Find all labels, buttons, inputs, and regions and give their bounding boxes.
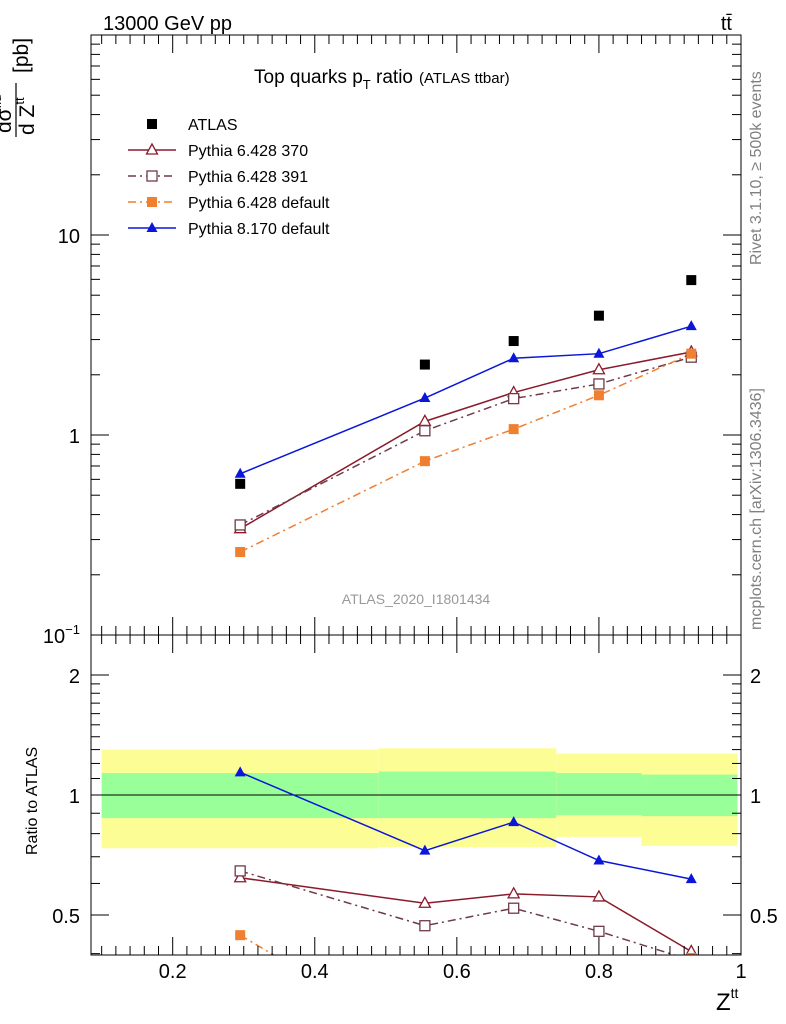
x-tick-label: 1	[735, 961, 746, 983]
bottom-series-markers	[233, 766, 698, 955]
data-point-pythia-8-170-default	[508, 352, 520, 363]
x-tick-label: 0.2	[159, 961, 187, 983]
ratio-y-tick-label-left: 2	[69, 666, 80, 688]
data-point-pythia-6-428-default	[508, 424, 519, 435]
ratio-point-pythia-6-428-391	[234, 865, 246, 877]
legend: ATLAS Pythia 6.428 370 Pythia 6.428 391 Pyt…	[128, 117, 330, 238]
data-point-pythia-6-428-default	[419, 456, 430, 467]
ratio-point-pythia-6-428-default	[686, 953, 697, 955]
ratio-point-pythia-6-428-370	[507, 886, 521, 899]
data-point-pythia-6-428-370	[592, 362, 606, 375]
data-point-pythia-8-170-default	[419, 392, 431, 403]
ratio-y-tick-label-right: 2	[750, 666, 761, 688]
data-point-atlas	[686, 275, 697, 286]
chart-title: Top quarks pT ratio (ATLAS ttbar)	[254, 67, 510, 92]
data-point-atlas	[593, 310, 604, 321]
y-label-unit: [pb]	[10, 38, 33, 73]
data-point-pythia-6-428-391	[234, 519, 246, 531]
ratio-point-pythia-8-170-default	[685, 873, 697, 884]
ratio-point-pythia-8-170-default	[419, 844, 431, 855]
ratio-point-pythia-6-428-391	[419, 920, 431, 932]
ratio-point-pythia-6-428-370	[418, 895, 432, 908]
collision-label: 13000 GeV pp	[103, 13, 232, 35]
x-tick-label: 0.4	[301, 961, 329, 983]
series-line-pythia-8-170-default	[239, 325, 692, 475]
legend-label-pythia-6-428-default: Pythia 6.428 default	[188, 195, 330, 212]
legend-marker-pythia-6-428-370	[145, 142, 159, 155]
y-label-denominator: d Ztt	[12, 97, 39, 135]
legend-marker-pythia-6-428-391	[146, 170, 158, 182]
ratio-point-pythia-6-428-370	[685, 944, 698, 955]
ratio-point-pythia-8-170-default	[508, 816, 520, 827]
top-axis-ticks: 10−1 1 10	[43, 35, 742, 648]
data-point-pythia-6-428-391	[508, 392, 520, 405]
band-green	[101, 773, 379, 819]
ratio-y-label: Ratio to ATLAS	[24, 747, 41, 855]
legend-label-atlas: ATLAS	[188, 117, 238, 134]
data-point-pythia-6-428-default	[593, 390, 604, 401]
data-point-atlas	[235, 478, 246, 489]
data-point-pythia-8-170-default	[593, 347, 605, 358]
legend-label-pythia-6-428-391: Pythia 6.428 391	[188, 169, 308, 186]
data-point-atlas	[508, 336, 519, 347]
bottom-axis-ticks: 0.5 0.5 1 1 2 2 0.2 0.4 0.6 0.8 1	[52, 635, 778, 983]
ratio-point-pythia-6-428-370	[233, 870, 247, 883]
ratio-line-pythia-6-428-391	[239, 870, 678, 955]
data-point-pythia-6-428-391	[419, 425, 431, 437]
data-point-pythia-6-428-391	[593, 378, 605, 390]
band-green	[556, 773, 642, 816]
series-line-pythia-6-428-default	[239, 353, 692, 553]
data-point-pythia-6-428-default	[686, 348, 697, 359]
bottom-plot-frame	[90, 634, 742, 956]
top-y-label: d Ztt dσfid [pb]	[0, 38, 39, 137]
top-series-lines	[239, 325, 692, 553]
legend-marker-atlas	[147, 119, 157, 129]
data-point-pythia-8-170-default	[234, 467, 246, 478]
source-label: mcplots.cern.ch [arXiv:1306.3436]	[748, 388, 765, 630]
ratio-y-tick-label-left: 1	[69, 786, 80, 808]
y-tick-label: 10	[58, 226, 80, 248]
uncertainty-bands	[101, 748, 738, 849]
rivet-label: Rivet 3.1.10, ≥ 500k events	[748, 71, 765, 265]
y-tick-label: 10−1	[43, 622, 80, 648]
ratio-line-pythia-6-428-370	[240, 877, 692, 953]
ratio-point-pythia-6-428-391	[593, 925, 605, 937]
ratio-point-pythia-6-428-370	[592, 889, 606, 902]
analysis-label: ATLAS_2020_I1801434	[342, 591, 491, 607]
ratio-point-pythia-6-428-391	[685, 954, 697, 955]
legend-label-pythia-6-428-370: Pythia 6.428 370	[188, 143, 308, 160]
x-tick-label: 0.6	[443, 961, 471, 983]
ratio-point-pythia-8-170-default	[234, 766, 246, 777]
series-line-pythia-6-428-370	[239, 351, 692, 530]
ratio-y-tick-label-right: 0.5	[750, 906, 778, 928]
data-point-pythia-8-170-default	[685, 320, 697, 331]
legend-label-pythia-8-170-default: Pythia 8.170 default	[188, 221, 330, 238]
ratio-point-pythia-6-428-default	[235, 930, 246, 941]
ratio-y-tick-label-right: 1	[750, 786, 761, 808]
x-tick-label: 0.8	[585, 961, 613, 983]
legend-marker-pythia-8-170-default	[146, 222, 158, 232]
x-axis-label: Ztt	[716, 985, 739, 1016]
data-point-pythia-6-428-default	[235, 547, 246, 558]
top-series-markers	[233, 275, 698, 558]
ratio-point-pythia-8-170-default	[593, 854, 605, 865]
ratio-point-pythia-6-428-391	[508, 902, 520, 914]
ratio-y-tick-label-left: 0.5	[52, 906, 80, 928]
legend-marker-pythia-6-428-default	[147, 197, 157, 207]
y-label-numerator: dσfid	[0, 95, 16, 133]
data-point-atlas	[419, 359, 430, 370]
y-tick-label: 1	[69, 426, 80, 448]
series-line-pythia-6-428-391	[239, 356, 692, 526]
process-label: tt̄	[721, 13, 733, 35]
